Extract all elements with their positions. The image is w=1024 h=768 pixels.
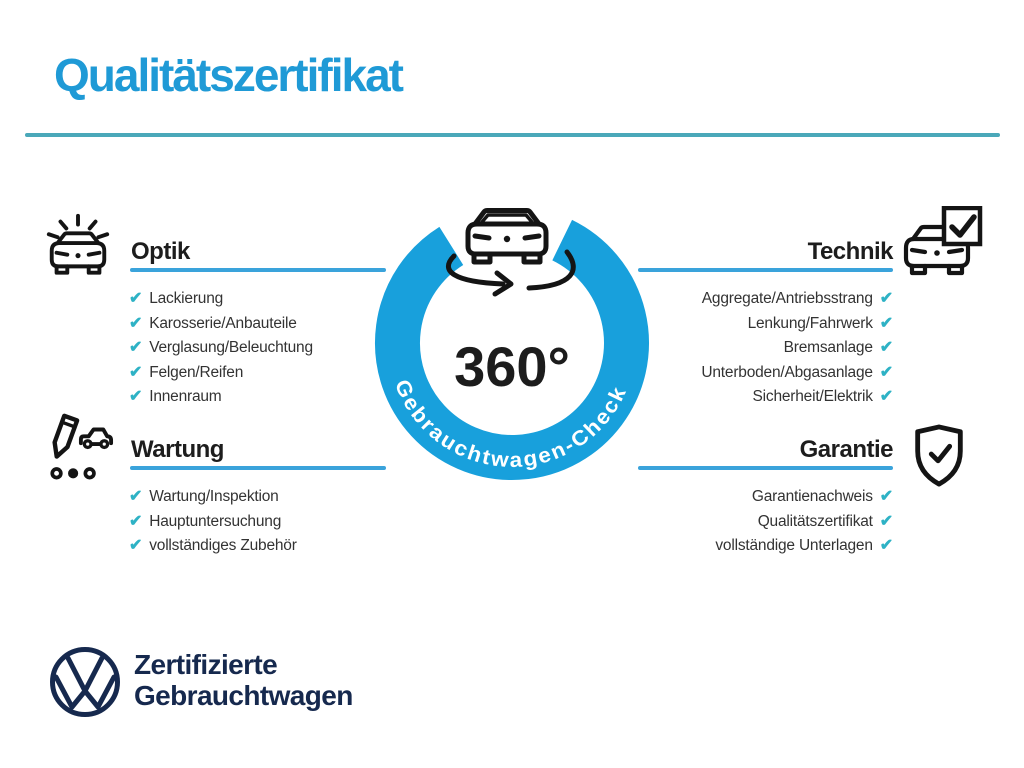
section-title-optik: Optik (131, 238, 190, 265)
check-item-label: vollständiges Zubehör (149, 537, 297, 554)
check-item-label: Aggregate/Antriebsstrang (701, 290, 873, 307)
section-title-technik: Technik (807, 238, 894, 265)
check-item-label: Garantienachweis (751, 488, 873, 505)
check-icon: ✔ (879, 363, 893, 381)
pencil-car-checklist-icon (50, 413, 114, 480)
section-title-wartung: Wartung (131, 436, 224, 463)
check-icon: ✔ (879, 537, 893, 554)
check-icon: ✔ (879, 512, 893, 530)
footer-claim-line1: Zertifizierte (134, 649, 278, 680)
check-item-label: Lenkung/Fahrwerk (747, 314, 873, 332)
360-check-badge: Gebrauchtwagen-Check 360° (374, 208, 649, 480)
vw-logo (50, 647, 120, 717)
check-item-label: Bremsanlage (783, 339, 873, 356)
check-item: ✔ Lackierung (129, 287, 313, 312)
check-icon: ✔ (129, 314, 143, 332)
car-sparkle-icon (46, 213, 110, 275)
check-item: ✔ Hauptuntersuchung (129, 510, 297, 535)
check-item: Lenkung/Fahrwerk ✔ (701, 312, 894, 337)
check-icon: ✔ (129, 388, 143, 405)
check-item: Garantienachweis ✔ (715, 485, 893, 510)
check-item: ✔ Karosserie/Anbauteile (129, 312, 313, 337)
checklist-wartung: ✔ Wartung/Inspektion ✔ Hauptuntersuchung ✔ vo… (129, 485, 297, 559)
check-icon: ✔ (879, 488, 893, 505)
check-item-label: Hauptuntersuchung (149, 512, 282, 530)
badge-degree-label: 360° (454, 335, 570, 398)
check-item: ✔ Wartung/Inspektion (129, 485, 297, 510)
check-icon: ✔ (129, 512, 143, 530)
check-item-label: Karosserie/Anbauteile (149, 314, 297, 332)
check-item: ✔ vollständiges Zubehör (129, 534, 297, 559)
check-item-label: Qualitätszertifikat (757, 512, 873, 530)
check-item: ✔ Innenraum (129, 385, 313, 410)
check-item: ✔ Verglasung/Beleuchtung (129, 336, 313, 361)
car-rotation-icon (446, 208, 576, 297)
checklist-optik: ✔ Lackierung ✔ Karosserie/Anbauteile ✔ Vergla… (129, 287, 313, 410)
section-underline-wartung (130, 466, 386, 470)
check-item-label: Unterboden/Abgasanlage (701, 363, 873, 381)
check-item-label: Verglasung/Beleuchtung (149, 339, 313, 356)
badge-ring (374, 219, 649, 480)
checklist-garantie: Garantienachweis ✔ Qualitätszertifikat ✔ vol… (715, 485, 893, 559)
check-icon: ✔ (129, 339, 143, 356)
check-item-label: Lackierung (149, 290, 224, 307)
check-item: ✔ Felgen/Reifen (129, 361, 313, 386)
check-item: Qualitätszertifikat ✔ (715, 510, 894, 535)
title-divider (25, 133, 1000, 137)
check-item-label: Wartung/Inspektion (149, 488, 279, 505)
checklist-technik: Aggregate/Antriebsstrang ✔ Lenkung/Fahrwer… (701, 287, 893, 410)
check-item-label: Innenraum (149, 388, 222, 405)
car-checkbox-icon (903, 206, 983, 276)
check-icon: ✔ (879, 388, 893, 405)
check-item-label: vollständige Unterlagen (715, 537, 873, 554)
footer-claim: Zertifizierte Gebrauchtwagen (134, 649, 353, 711)
section-underline-technik (638, 268, 893, 272)
page-title: Qualitätszertifikat (54, 49, 404, 101)
check-item: Bremsanlage ✔ (701, 336, 894, 361)
footer-claim-line2: Gebrauchtwagen (134, 680, 353, 711)
check-item-label: Sicherheit/Elektrik (752, 388, 873, 405)
check-icon: ✔ (129, 488, 143, 505)
check-icon: ✔ (879, 290, 893, 307)
section-underline-optik (130, 268, 386, 272)
check-item: Aggregate/Antriebsstrang ✔ (701, 287, 893, 312)
shield-check-icon (915, 424, 963, 487)
check-item-label: Felgen/Reifen (149, 363, 244, 381)
section-underline-garantie (638, 466, 893, 470)
section-title-garantie: Garantie (799, 436, 894, 463)
check-item: Sicherheit/Elektrik ✔ (701, 385, 894, 410)
check-item: vollständige Unterlagen ✔ (715, 534, 893, 559)
check-icon: ✔ (129, 290, 143, 307)
check-icon: ✔ (129, 537, 143, 554)
check-icon: ✔ (129, 363, 143, 381)
check-icon: ✔ (879, 339, 893, 356)
check-item: Unterboden/Abgasanlage ✔ (701, 361, 893, 386)
check-icon: ✔ (879, 314, 893, 332)
